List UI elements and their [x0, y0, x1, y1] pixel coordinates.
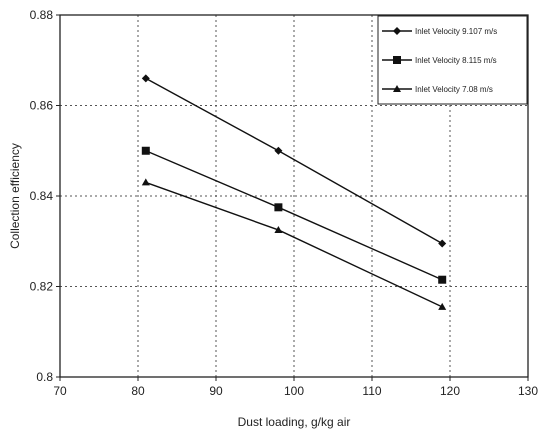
y-axis-ticks: 0.8 0.82 0.84 0.86 0.88: [30, 8, 60, 384]
legend: Inlet Velocity 9.107 m/s Inlet Velocity 8…: [377, 15, 528, 105]
x-tick-label: 130: [518, 384, 538, 398]
y-axis-title: Collection efficiency: [8, 143, 22, 249]
y-tick-label: 0.82: [30, 280, 54, 294]
x-tick-label: 100: [284, 384, 304, 398]
series-2: [141, 146, 447, 284]
data-point: [274, 225, 283, 233]
y-tick-label: 0.86: [30, 99, 54, 113]
x-axis-ticks: 70 80 90 100 110 120 130: [53, 377, 538, 398]
data-point: [141, 146, 150, 155]
series-layer: [141, 74, 447, 310]
y-tick-label: 0.88: [30, 8, 54, 22]
x-tick-label: 110: [362, 384, 381, 398]
x-tick-label: 120: [440, 384, 460, 398]
data-point: [141, 74, 150, 83]
data-point: [438, 239, 447, 248]
legend-entry: Inlet Velocity 7.08 m/s: [382, 85, 493, 94]
x-tick-label: 80: [131, 384, 145, 398]
legend-label: Inlet Velocity 8.115 m/s: [415, 56, 497, 65]
legend-label: Inlet Velocity 7.08 m/s: [415, 85, 493, 94]
data-point: [141, 178, 150, 186]
legend-entry: Inlet Velocity 8.115 m/s: [382, 56, 497, 65]
data-point: [438, 302, 447, 310]
legend-entry: Inlet Velocity 9.107 m/s: [382, 27, 497, 36]
y-tick-label: 0.8: [36, 370, 53, 384]
series-1: [141, 74, 447, 248]
x-tick-label: 90: [209, 384, 223, 398]
x-axis-title: Dust loading, g/kg air: [238, 415, 351, 429]
data-point: [274, 203, 283, 212]
series-3: [141, 178, 447, 310]
grid: [60, 15, 528, 377]
legend-marker: [393, 56, 401, 64]
legend-marker: [393, 27, 401, 35]
x-tick-label: 70: [53, 384, 67, 398]
legend-marker: [393, 85, 401, 92]
data-point: [438, 275, 447, 284]
data-point: [274, 146, 283, 155]
legend-label: Inlet Velocity 9.107 m/s: [415, 27, 497, 36]
y-tick-label: 0.84: [30, 189, 54, 203]
